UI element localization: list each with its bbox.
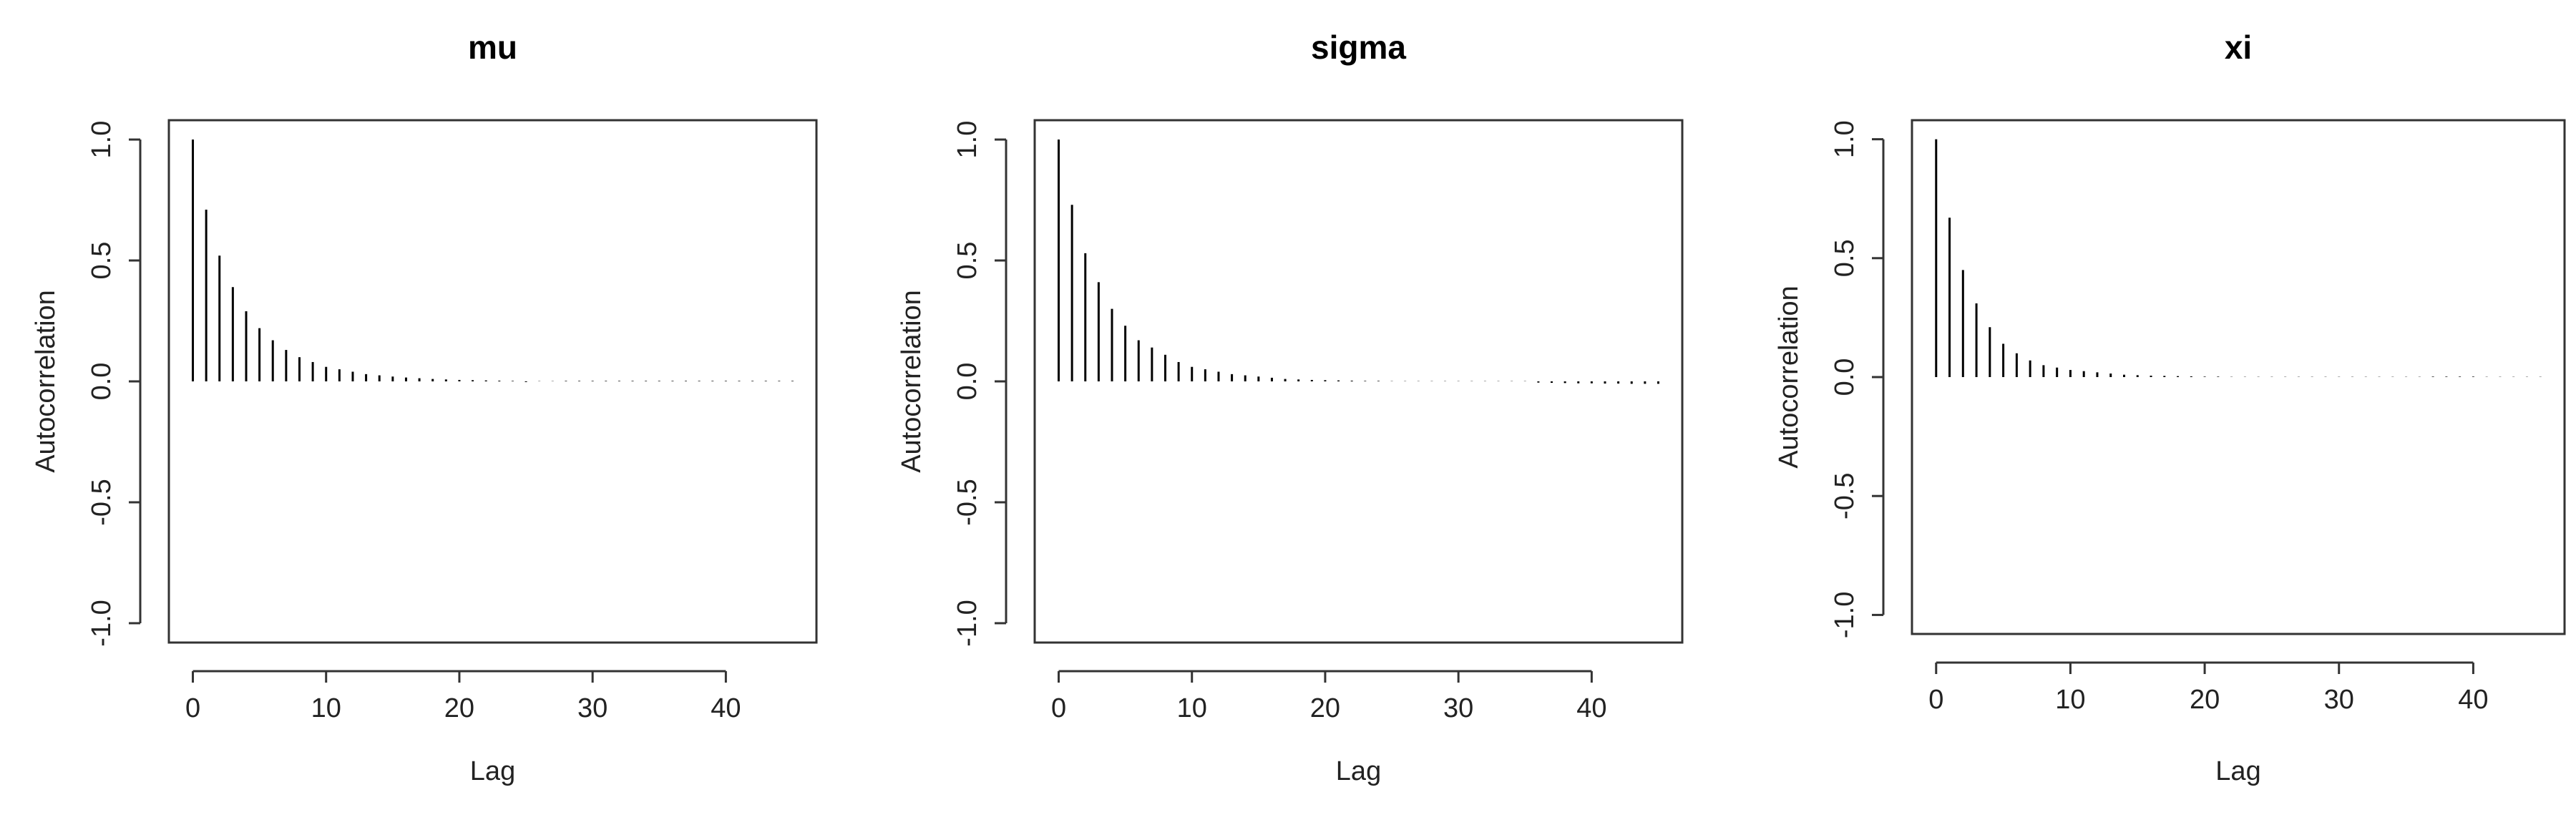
x-tick-label: 0 bbox=[1928, 685, 1943, 715]
x-tick-label: 40 bbox=[711, 693, 741, 723]
chart-title: mu bbox=[468, 29, 517, 66]
chart-title: xi bbox=[2225, 29, 2252, 66]
plot-frame bbox=[1911, 119, 2566, 635]
x-tick-label: 20 bbox=[1310, 693, 1340, 723]
panel: sigma 0 10 20 30 40 Lag -1.0 -0.5 0.0 0.5 1.0 Autoco… bbox=[897, 29, 1684, 786]
y-tick-label: -0.5 bbox=[1830, 472, 1860, 519]
y-tick-label: -0.5 bbox=[87, 479, 117, 525]
y-tick-label: 0.5 bbox=[87, 242, 117, 280]
x-tick-label: 10 bbox=[311, 693, 341, 723]
y-tick-label: -1.0 bbox=[87, 600, 117, 646]
panel: mu 0 10 20 30 40 Lag -1.0 -0.5 0.0 0.5 1.0 Autocorre… bbox=[31, 29, 818, 786]
x-tick-label: 30 bbox=[577, 693, 608, 723]
chart-title: sigma bbox=[1311, 29, 1406, 66]
y-axis-label: Autocorrelation bbox=[1774, 285, 1804, 469]
x-tick-label: 10 bbox=[1177, 693, 1207, 723]
y-tick-label: 0.5 bbox=[952, 242, 982, 280]
x-tick-label: 0 bbox=[1051, 693, 1066, 723]
plot-frame bbox=[167, 119, 818, 644]
y-tick-label: -1.0 bbox=[952, 600, 982, 646]
x-tick-label: 20 bbox=[444, 693, 474, 723]
y-tick-label: 1.0 bbox=[952, 121, 982, 159]
x-tick-label: 30 bbox=[2324, 685, 2354, 715]
x-axis-label: Lag bbox=[470, 756, 515, 786]
x-tick-label: 40 bbox=[2458, 685, 2488, 715]
y-tick-label: -0.5 bbox=[952, 479, 982, 525]
y-tick-label: -1.0 bbox=[1830, 592, 1860, 638]
y-axis-label: Autocorrelation bbox=[31, 290, 61, 473]
y-tick-label: 0.0 bbox=[87, 363, 117, 401]
x-tick-label: 20 bbox=[2190, 685, 2220, 715]
x-tick-label: 10 bbox=[2055, 685, 2085, 715]
x-tick-label: 30 bbox=[1443, 693, 1473, 723]
y-tick-label: 1.0 bbox=[87, 121, 117, 159]
plot-frame bbox=[1033, 119, 1684, 644]
x-tick-label: 0 bbox=[185, 693, 200, 723]
y-tick-label: 0.0 bbox=[1830, 358, 1860, 396]
x-tick-label: 40 bbox=[1576, 693, 1606, 723]
y-tick-label: 1.0 bbox=[1830, 120, 1860, 158]
x-axis-label: Lag bbox=[1336, 756, 1381, 786]
y-axis-label: Autocorrelation bbox=[897, 290, 927, 473]
y-tick-label: 0.0 bbox=[952, 363, 982, 401]
y-tick-label: 0.5 bbox=[1830, 239, 1860, 277]
x-axis-label: Lag bbox=[2215, 756, 2260, 786]
panel: xi 0 10 20 30 40 Lag -1.0 -0.5 0.0 0.5 1.0 Autocorre… bbox=[1774, 29, 2566, 786]
